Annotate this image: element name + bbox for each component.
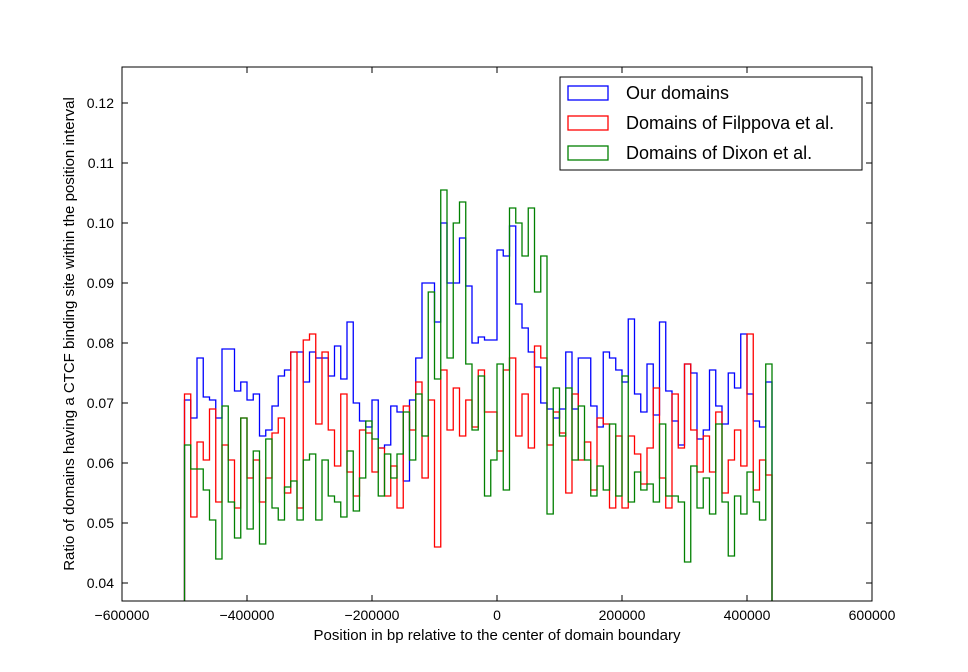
y-tick-label: 0.12 [87, 95, 114, 111]
legend-swatch-1 [567, 85, 609, 101]
series-line-3 [183, 189, 773, 601]
legend-swatch-3 [567, 145, 609, 161]
y-tick-label: 0.09 [87, 275, 114, 291]
x-tick-label: 400000 [724, 607, 771, 623]
x-axis-label: Position in bp relative to the center of… [314, 627, 681, 644]
y-tick-label: 0.04 [87, 575, 114, 591]
x-tick-label: 0 [493, 607, 501, 623]
legend-box [559, 76, 863, 171]
legend-swatch-2 [567, 115, 609, 131]
legend-label-1: Our domains [626, 83, 729, 103]
y-tick-label: 0.06 [87, 455, 114, 471]
x-tick-label: −400000 [220, 607, 275, 623]
y-tick-label: 0.08 [87, 335, 114, 351]
legend: Our domains Domains of Filppova et al. Dom… [559, 76, 863, 171]
x-tick-label: −600000 [95, 607, 150, 623]
x-tick-label: 600000 [849, 607, 896, 623]
y-tick-label: 0.07 [87, 395, 114, 411]
y-tick-label: 0.05 [87, 515, 114, 531]
series-layer [183, 189, 773, 601]
y-tick-label: 0.11 [88, 155, 114, 171]
x-tick-label: 200000 [599, 607, 646, 623]
x-tick-label: −200000 [345, 607, 400, 623]
ticks-layer: −600000 −400000 −200000 0 200000 400000 600000… [87, 67, 896, 623]
legend-label-2: Domains of Filppova et al. [626, 113, 834, 133]
y-tick-label: 0.10 [87, 215, 114, 231]
y-axis-label: Ratio of domains having a CTCF binding s… [61, 97, 78, 571]
legend-label-3: Domains of Dixon et al. [626, 143, 812, 163]
